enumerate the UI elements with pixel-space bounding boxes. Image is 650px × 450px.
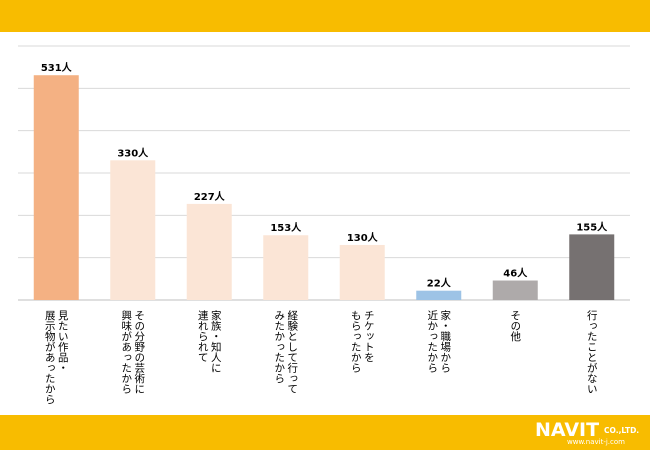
category-label: その分野の芸術に xyxy=(133,310,145,394)
data-label: 46人 xyxy=(503,267,528,280)
logo-suffix: CO.,LTD. xyxy=(604,426,640,435)
data-label: 155人 xyxy=(576,220,608,233)
category-label: その他 xyxy=(509,310,521,342)
logo-url: www.navit-j.com xyxy=(567,438,625,446)
bar xyxy=(263,235,309,300)
bar xyxy=(569,234,615,300)
logo-brand: NAVIT xyxy=(535,419,600,441)
category-label: 近かったから xyxy=(426,309,438,374)
category-label: チケットを xyxy=(363,310,375,363)
category-label: 見たい作品・ xyxy=(57,310,69,373)
bottom-banner xyxy=(0,415,650,450)
data-label: 130人 xyxy=(347,231,379,244)
category-label: 連れられて xyxy=(197,309,209,362)
bar xyxy=(186,203,232,300)
category-label: 行ったことがない xyxy=(586,309,598,394)
bar xyxy=(339,244,385,300)
category-label: 展示物があったから xyxy=(44,310,56,405)
bar xyxy=(492,280,538,300)
category-label: 家・職場から xyxy=(439,309,451,374)
bar xyxy=(110,160,156,300)
category-label: 経験として行って xyxy=(286,309,298,394)
bar xyxy=(33,75,79,301)
data-label: 330人 xyxy=(117,146,149,159)
data-label: 153人 xyxy=(270,221,302,234)
category-label: みたかったから xyxy=(273,310,285,384)
top-banner xyxy=(0,0,650,32)
category-label: 家族・知人に xyxy=(210,309,222,373)
company-logo: NAVIT CO.,LTD. www.navit-j.com xyxy=(535,420,647,448)
category-label: もらったから xyxy=(350,310,362,374)
category-label: 興味があったから xyxy=(120,310,132,395)
data-label: 22人 xyxy=(427,277,452,290)
data-label: 531人 xyxy=(41,61,73,74)
bar xyxy=(416,290,462,300)
data-label: 227人 xyxy=(194,190,226,203)
